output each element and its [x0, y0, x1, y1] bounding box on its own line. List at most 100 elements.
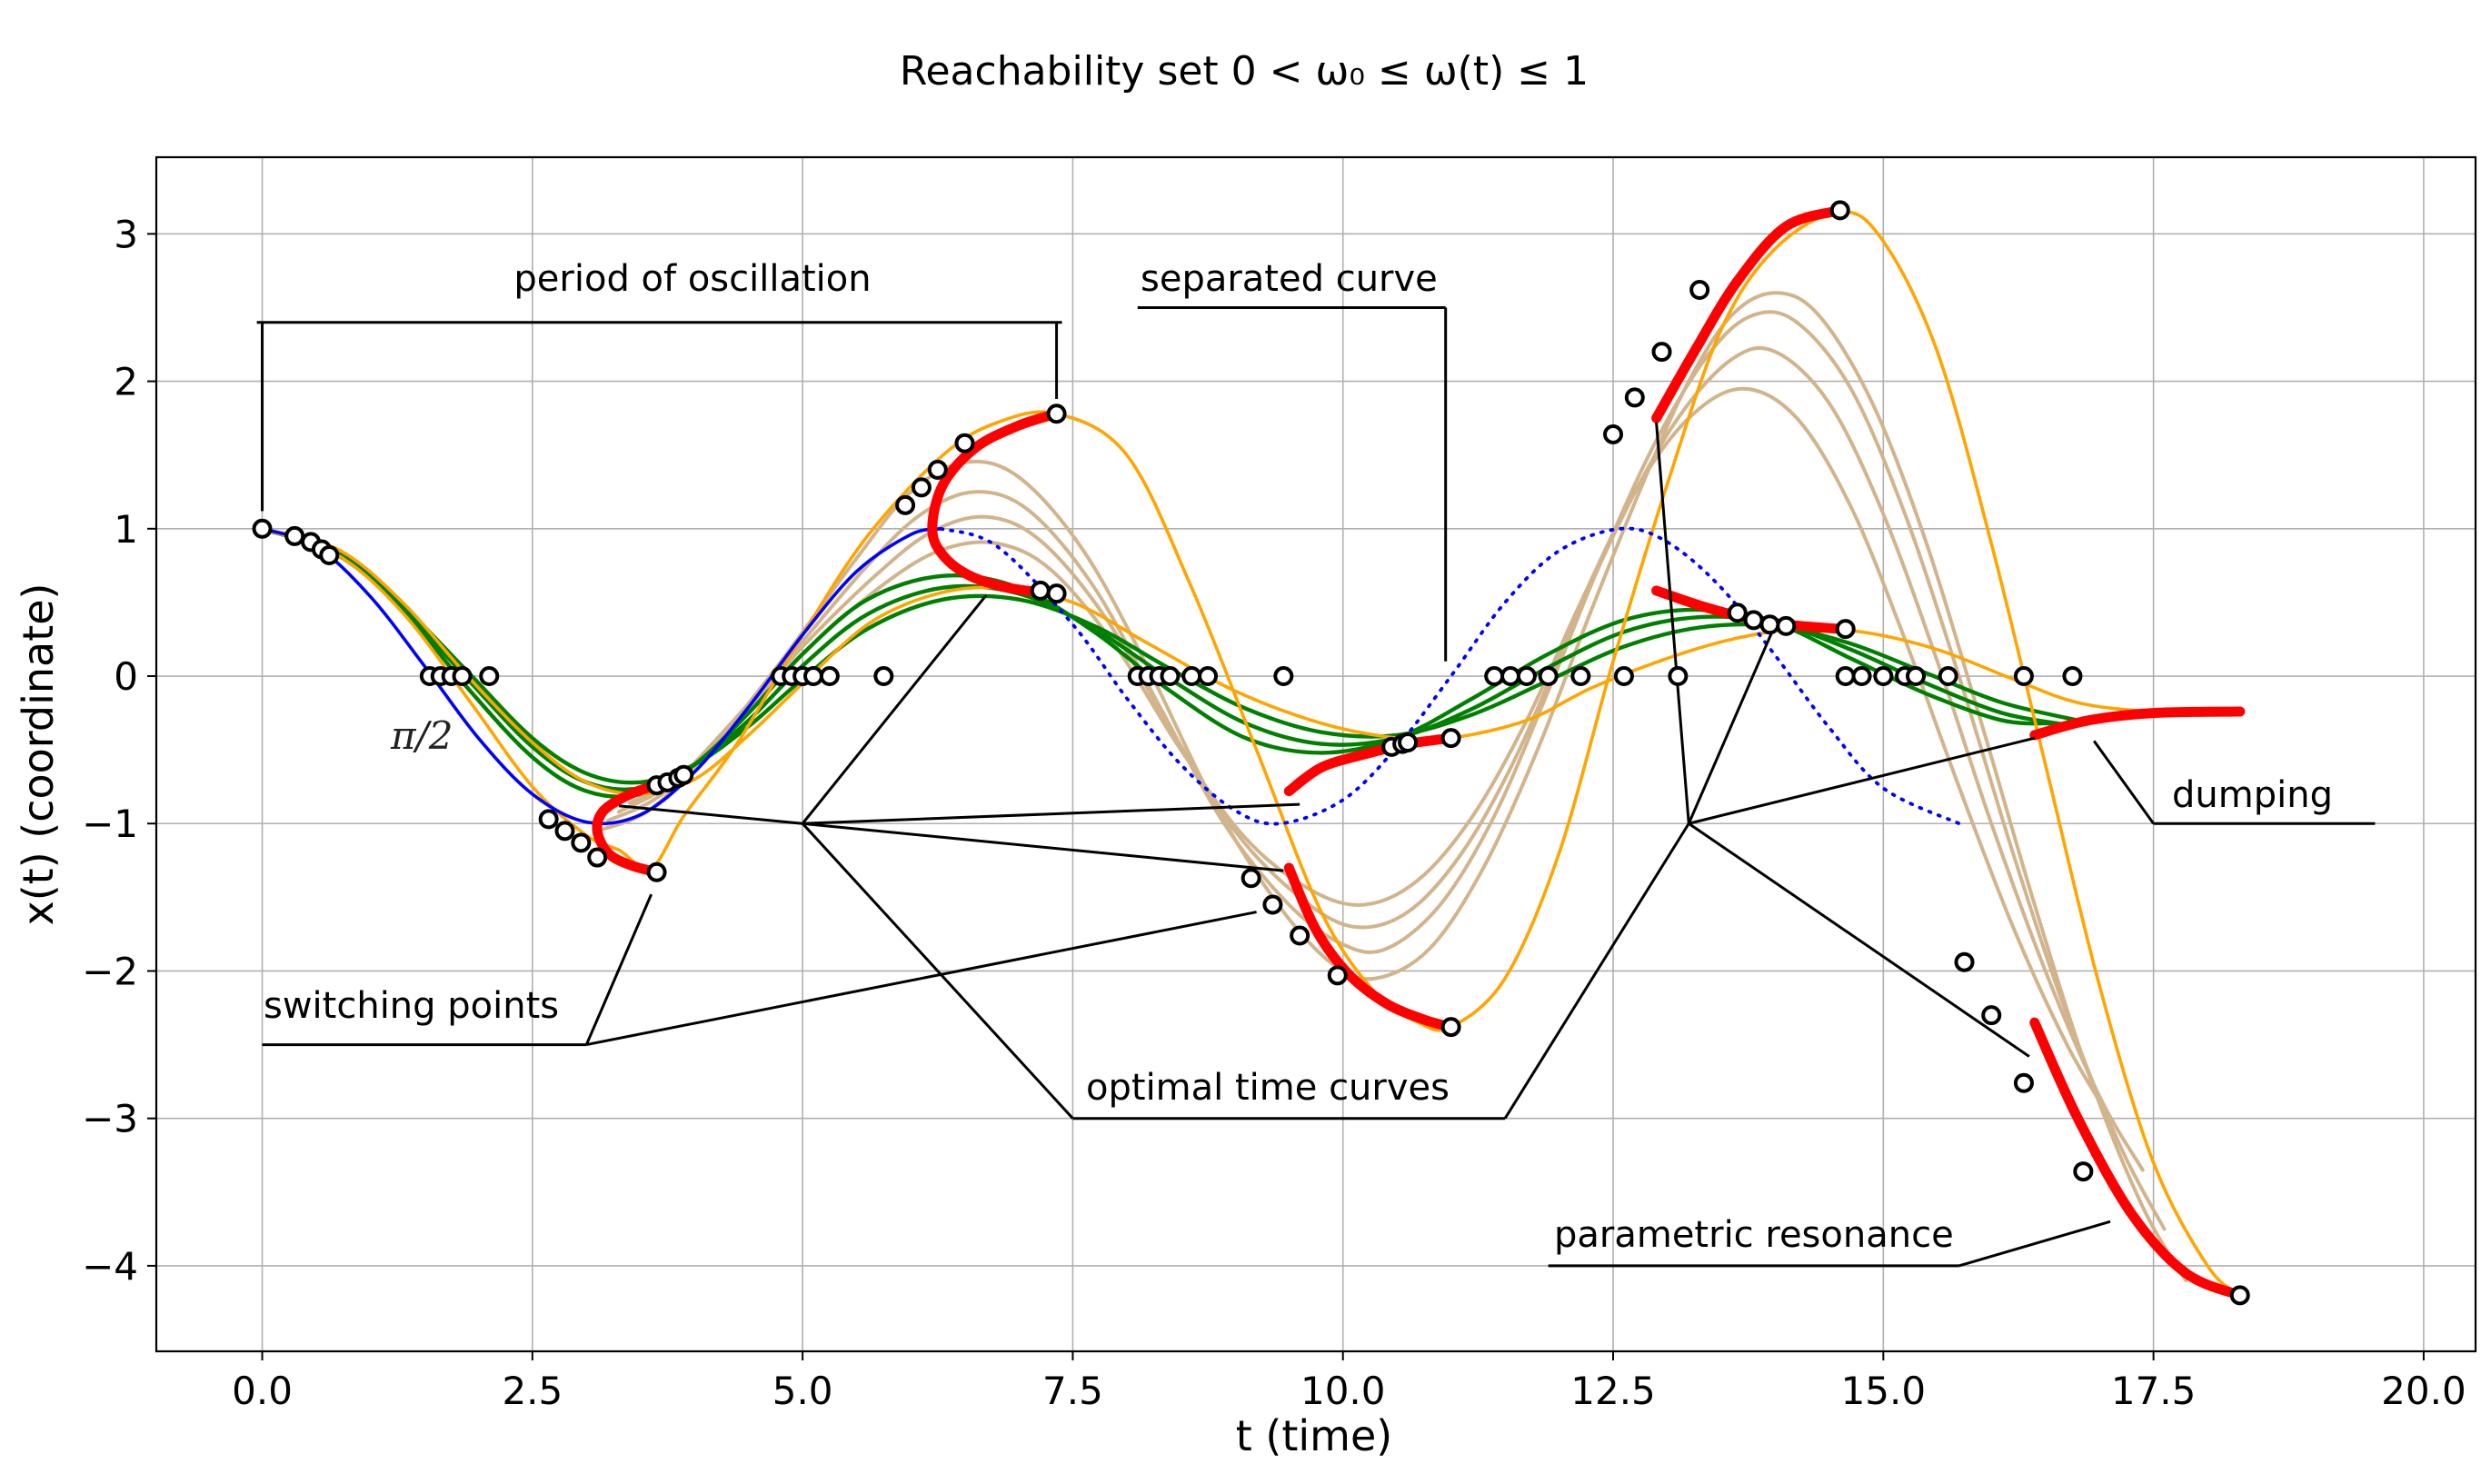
switch-marker-42: [1327, 965, 1348, 986]
switch-marker-35: [1160, 666, 1181, 687]
switch-marker-58: [1689, 280, 1710, 300]
annotation-line-9: [801, 593, 988, 825]
x-tick-label: 7.5: [1042, 1369, 1103, 1413]
switch-marker-60: [1727, 603, 1748, 623]
series-line-7: [627, 386, 2113, 1120]
switch-marker-22: [803, 666, 824, 687]
switch-marker-23: [819, 666, 840, 687]
switch-marker-18: [673, 764, 694, 785]
switch-marker-57: [1651, 342, 1672, 363]
marker-layer: [252, 200, 2250, 1306]
y-tick-label: −3: [82, 1097, 138, 1141]
annotation-line-14: [1503, 822, 1690, 1120]
x-tick-label: 2.5: [502, 1369, 563, 1413]
annotation-line-22: [1958, 1220, 2111, 1268]
annotation-line-15: [1655, 422, 1690, 824]
switch-marker-75: [2013, 1072, 2034, 1093]
grid: [156, 157, 2476, 1351]
annotation-pi-half: π/2: [390, 713, 453, 758]
switch-marker-74: [1981, 1005, 2002, 1026]
switch-marker-4: [319, 545, 340, 565]
series-line-12: [927, 408, 1062, 599]
switch-marker-28: [954, 433, 975, 453]
switch-marker-69: [1906, 666, 1926, 687]
switch-marker-38: [1273, 666, 1294, 687]
x-tick-label: 12.5: [1570, 1369, 1656, 1413]
x-tick-label: 17.5: [2111, 1369, 2197, 1413]
x-tick-label: 15.0: [1841, 1369, 1927, 1413]
annotation-line-7: [586, 911, 1257, 1047]
series-line-6: [617, 345, 2145, 1172]
annotation-line-8: [618, 804, 803, 825]
switch-marker-14: [646, 862, 667, 882]
y-tick-label: 3: [114, 212, 138, 256]
switch-marker-36: [1181, 666, 1202, 687]
switch-marker-0: [252, 518, 273, 539]
switch-marker-48: [1484, 666, 1505, 687]
series-line-4: [595, 291, 2188, 1283]
series-line-5: [606, 310, 2167, 1231]
switch-marker-64: [1835, 619, 1856, 640]
switch-marker-39: [1241, 868, 1261, 889]
switch-marker-12: [571, 832, 592, 853]
switch-marker-61: [1743, 610, 1764, 631]
switch-marker-24: [873, 666, 894, 687]
switch-marker-1: [284, 525, 305, 546]
switch-marker-51: [1538, 666, 1559, 687]
annotation-line-20: [2092, 740, 2155, 825]
switch-marker-49: [1500, 666, 1521, 687]
switch-marker-56: [1624, 387, 1645, 408]
switch-marker-41: [1290, 925, 1310, 946]
series-line-17: [2029, 706, 2246, 741]
x-tick-label: 0.0: [232, 1369, 293, 1413]
annotation-line-17: [1688, 736, 2036, 825]
switch-marker-11: [554, 821, 575, 842]
switch-marker-29: [1030, 580, 1051, 601]
switch-marker-67: [1873, 666, 1894, 687]
switch-marker-59: [1829, 200, 1850, 221]
series-line-13: [1283, 732, 1457, 797]
annotation-parametric-resonance: parametric resonance: [1554, 1214, 1954, 1256]
y-tick-label: 1: [114, 507, 138, 552]
annotation-line-12: [802, 822, 1074, 1120]
y-tick-label: −4: [82, 1244, 138, 1289]
series-line-1: [939, 526, 1961, 826]
switch-marker-45: [1398, 732, 1419, 753]
annotation-line-11: [802, 822, 1284, 872]
switch-marker-47: [1440, 1017, 1461, 1038]
switch-marker-8: [452, 666, 473, 687]
plot-frame: [154, 155, 2477, 1353]
series-line-14: [1283, 862, 1457, 1032]
series-line-15: [1651, 204, 1846, 423]
x-tick-label: 20.0: [2381, 1369, 2466, 1413]
switch-marker-62: [1759, 614, 1780, 635]
switch-marker-66: [1851, 666, 1872, 687]
switch-marker-77: [2229, 1285, 2250, 1306]
switch-marker-65: [1835, 666, 1856, 687]
switch-marker-27: [927, 459, 948, 480]
series-line-18: [2029, 1017, 2246, 1300]
switch-marker-26: [911, 477, 932, 498]
annotation-switching-points: switching points: [264, 985, 559, 1027]
switch-marker-63: [1776, 615, 1797, 636]
annotation-separated-curve: separated curve: [1141, 258, 1438, 300]
y-tick-label: −1: [82, 802, 138, 846]
switch-marker-71: [2013, 666, 2034, 687]
switch-marker-40: [1262, 894, 1283, 915]
switch-marker-53: [1613, 666, 1634, 687]
annotation-line-6: [584, 893, 653, 1046]
annotation-dumping: dumping: [2172, 774, 2333, 816]
switch-marker-70: [1938, 666, 1958, 687]
switch-marker-73: [1954, 951, 1975, 972]
switch-marker-54: [1668, 666, 1689, 687]
x-tick-label: 10.0: [1300, 1369, 1386, 1413]
switch-marker-46: [1440, 728, 1461, 749]
switch-marker-52: [1570, 666, 1591, 687]
switch-marker-9: [479, 666, 500, 687]
ticks: 0.0 2.5 5.0 7.5 10.0 12.5 15.0 17.5 20.0 3 2 1 0 −1 −2…: [82, 212, 2466, 1413]
switch-marker-31: [1046, 403, 1067, 424]
switch-marker-76: [2073, 1161, 2094, 1182]
annotation-lines: [256, 305, 2376, 1268]
